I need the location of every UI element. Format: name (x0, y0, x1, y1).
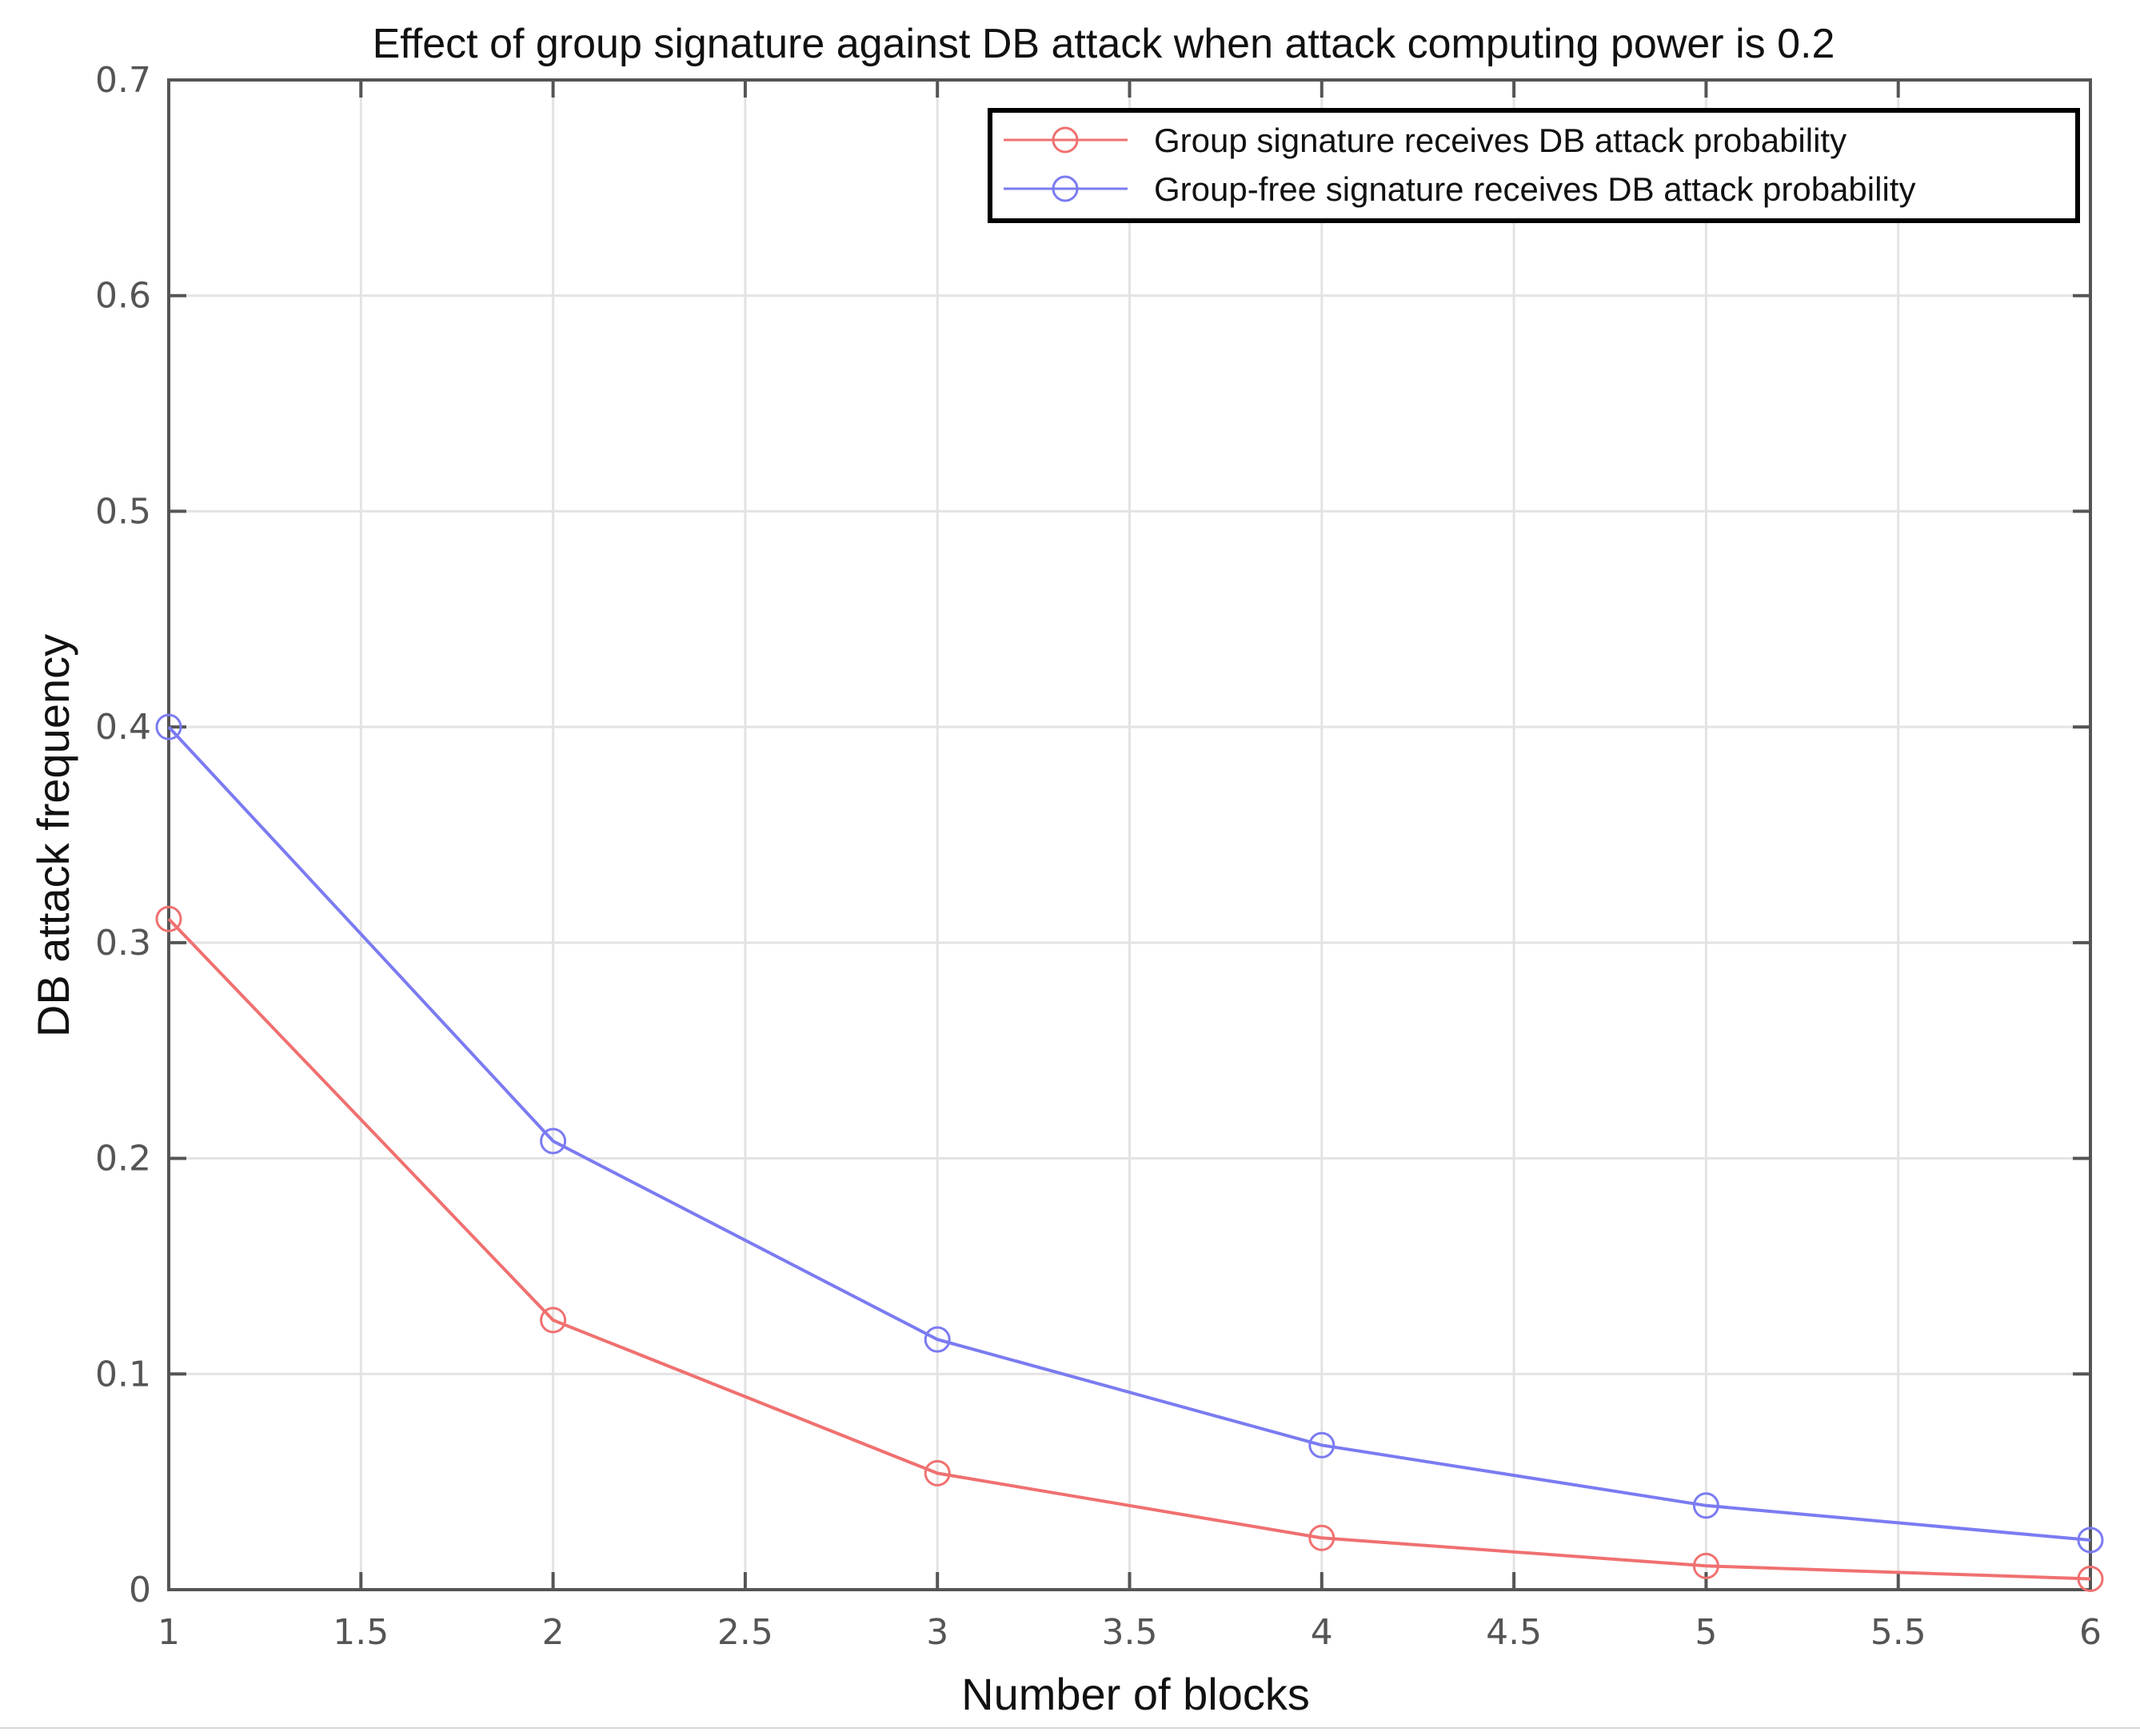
data-point (924, 1459, 951, 1487)
legend: Group signature receives DB attack proba… (988, 108, 2080, 223)
x-tick-label: 4.5 (1486, 1612, 1542, 1653)
y-tick-label: 0 (129, 1570, 151, 1610)
x-tick-label: 2 (542, 1612, 565, 1653)
legend-entry-group-signature: Group signature receives DB attack proba… (1004, 122, 1847, 159)
x-tick-label: 6 (2079, 1612, 2102, 1653)
data-point (1692, 1492, 1719, 1519)
data-point (155, 905, 182, 932)
series (155, 713, 2104, 1593)
x-tick-label: 1 (158, 1612, 180, 1653)
y-axis-label: DB attack frequency (28, 634, 78, 1037)
x-axis-label: Number of blocks (961, 1669, 1310, 1719)
x-tick-label: 5.5 (1871, 1612, 1926, 1653)
y-tick-label: 0.3 (95, 923, 151, 964)
data-point (540, 1307, 567, 1334)
x-tick-label: 1.5 (333, 1612, 389, 1653)
y-tick-labels: 0 0.1 0.2 0.3 0.4 0.5 0.6 0.7 (95, 60, 151, 1610)
y-tick-label: 0.4 (95, 707, 151, 748)
data-point (1308, 1431, 1336, 1459)
legend-label-group-free-signature: Group-free signature receives DB attack … (1154, 170, 1915, 208)
x-tick-label: 2.5 (717, 1612, 773, 1653)
y-tick-label: 0.6 (95, 276, 151, 317)
x-tick-label: 4 (1311, 1612, 1333, 1653)
series-line (167, 917, 2091, 1581)
legend-box (988, 108, 2080, 223)
x-tick-label: 5 (1695, 1612, 1717, 1653)
axis-ticks (167, 78, 2092, 1591)
series-line (167, 725, 2091, 1542)
y-tick-label: 0.7 (95, 60, 151, 101)
x-tick-label: 3 (926, 1612, 948, 1653)
data-point (2077, 1526, 2104, 1554)
data-point (540, 1127, 567, 1155)
y-tick-label: 0.2 (95, 1139, 151, 1179)
data-point (1692, 1552, 1719, 1579)
data-point (155, 713, 182, 740)
legend-marker-group-free-signature (1052, 175, 1079, 202)
series-1 (155, 713, 2104, 1554)
data-point (2077, 1566, 2104, 1593)
legend-marker-group-signature (1052, 126, 1079, 154)
data-point (924, 1326, 951, 1353)
y-tick-label: 0.5 (95, 491, 151, 532)
data-point (1308, 1524, 1336, 1551)
x-tick-labels: 1 1.5 2 2.5 3 3.5 4 4.5 5 5.5 6 (158, 1612, 2102, 1653)
y-tick-label: 0.1 (95, 1354, 151, 1395)
chart-title: Effect of group signature against DB att… (373, 21, 1835, 67)
series-0 (155, 905, 2104, 1593)
x-tick-label: 3.5 (1102, 1612, 1158, 1653)
legend-entry-group-free-signature: Group-free signature receives DB attack … (1004, 170, 1915, 208)
legend-label-group-signature: Group signature receives DB attack proba… (1154, 122, 1847, 159)
